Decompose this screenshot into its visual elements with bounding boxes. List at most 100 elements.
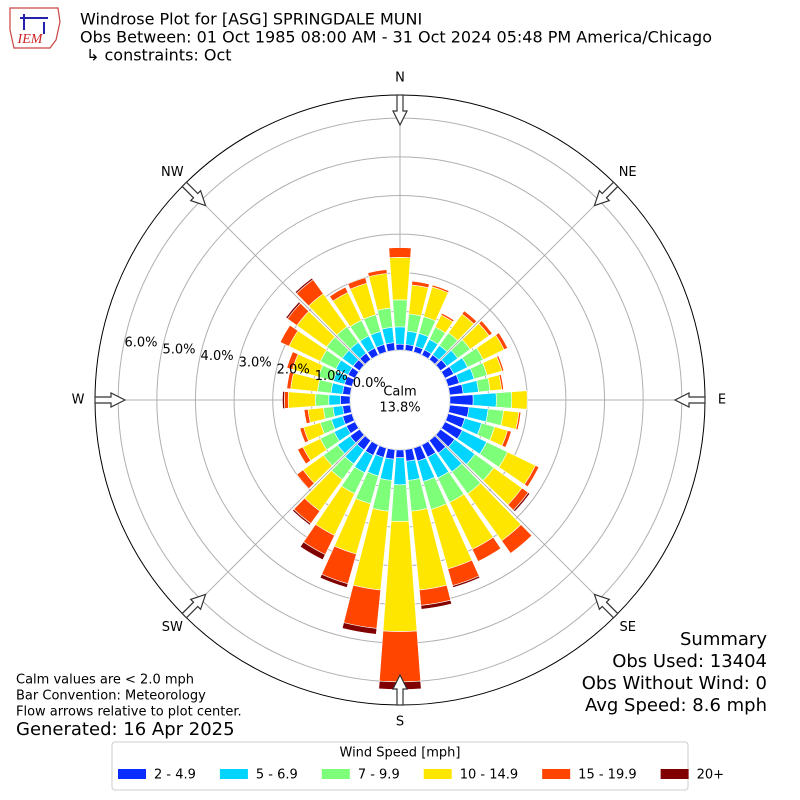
bar-segment — [319, 573, 349, 588]
bar-segment — [286, 351, 299, 370]
bar-segment — [394, 326, 406, 345]
radial-grid-line — [183, 435, 365, 617]
note: Bar Convention: Meteorology — [16, 689, 206, 704]
r-tick-label: 0.0% — [353, 376, 386, 391]
summary-line: Obs Without Wind: 0 — [582, 673, 767, 694]
direction-label: N — [395, 71, 405, 86]
bar-segment — [279, 324, 299, 347]
bar-segment — [395, 449, 405, 459]
bar-segment — [328, 394, 341, 406]
bar-segment — [285, 301, 301, 320]
bar-segment — [449, 394, 474, 406]
legend-label: 10 - 14.9 — [460, 768, 518, 783]
bar-segment — [411, 280, 430, 289]
bar-segment — [284, 391, 289, 409]
bar-segment — [294, 277, 314, 294]
note: Calm values are < 2.0 mph — [16, 673, 194, 688]
bar-segment — [282, 391, 285, 409]
flow-arrow — [392, 94, 408, 127]
logo: IEM — [9, 7, 61, 49]
bar-segment — [347, 277, 368, 290]
r-tick-label: 4.0% — [201, 349, 234, 364]
legend-label: 2 - 4.9 — [154, 768, 196, 783]
legend-swatch — [660, 769, 689, 779]
note: Flow arrows relative to plot center. — [16, 705, 242, 720]
legend-swatch — [219, 769, 248, 779]
summary-line: Obs Used: 13404 — [612, 651, 767, 672]
bar-segment — [392, 299, 408, 328]
legend-label: 15 - 19.9 — [578, 768, 636, 783]
bar-segment — [500, 410, 520, 430]
flow-arrow — [392, 673, 408, 706]
bar-segment — [452, 575, 481, 588]
bar-segment — [472, 392, 497, 408]
r-tick-label: 6.0% — [124, 336, 157, 351]
calm-value: 13.8% — [379, 401, 420, 416]
summary-line: Avg Speed: 8.6 mph — [585, 695, 767, 716]
bar-segment — [511, 390, 528, 410]
direction-label: S — [396, 715, 404, 730]
bar-segment — [329, 286, 349, 302]
bar-segment — [287, 391, 316, 409]
r-tick-label: 3.0% — [239, 356, 272, 371]
legend-swatch — [321, 769, 350, 779]
bar-segment — [296, 469, 315, 490]
bar-segment — [501, 430, 512, 448]
bar-segment — [367, 269, 388, 277]
bar-segment — [341, 622, 378, 635]
bar-segment — [461, 310, 478, 325]
logo-glyph — [20, 14, 48, 34]
radial-grid-line — [435, 435, 617, 617]
generated: Generated: 16 Apr 2025 — [16, 719, 235, 740]
bar-segment — [314, 393, 330, 407]
bar-segment — [303, 409, 311, 425]
bar-segment — [501, 524, 533, 554]
direction-label: SE — [619, 620, 635, 635]
bar-segment — [431, 284, 450, 294]
bar-segment — [291, 508, 312, 526]
bar-segment — [390, 484, 410, 522]
bar-segment — [340, 395, 351, 405]
legend-swatch — [423, 769, 452, 779]
bar-segment — [299, 541, 326, 561]
bar-segment — [512, 492, 531, 513]
direction-label: SW — [162, 620, 183, 635]
legend-label: 7 - 9.9 — [358, 768, 400, 783]
legend-swatch — [118, 769, 146, 779]
logo-text: IEM — [17, 32, 44, 47]
legend-swatch — [542, 769, 571, 779]
bar-segment — [420, 599, 452, 610]
radial-grid-line — [183, 183, 365, 365]
bar-segment — [388, 247, 412, 258]
flow-arrow — [673, 392, 706, 408]
bar-segment — [495, 332, 509, 351]
direction-label: NW — [161, 165, 184, 180]
bar-segment — [440, 312, 455, 323]
bar-segment — [515, 411, 522, 431]
flow-arrow — [181, 593, 207, 619]
legend-label: 20+ — [697, 768, 724, 783]
radial-grid-line — [435, 183, 617, 365]
r-tick-label: 1.0% — [315, 369, 348, 384]
direction-label: W — [72, 393, 85, 408]
bar-segment — [395, 343, 405, 351]
plot-area: 0.0% 1.0% 2.0% 3.0% 4.0% 5.0% 6.0% N NE E SE S SW W NW — [72, 71, 727, 730]
summary-line: Summary — [680, 629, 767, 650]
bar-segment — [299, 426, 309, 444]
direction-label: NE — [619, 165, 637, 180]
flow-arrow — [181, 181, 207, 207]
chart-subtitle: Obs Between: 01 Oct 1985 08:00 AM - 31 O… — [80, 28, 712, 47]
flow-arrow — [94, 392, 127, 408]
bar-segment — [389, 256, 411, 301]
bar-segment — [297, 446, 312, 465]
flow-arrow — [593, 593, 619, 619]
bar-segment — [498, 374, 504, 391]
chart-title: Windrose Plot for [ASG] SPRINGDALE MUNI — [80, 10, 422, 29]
legend-label: 5 - 6.9 — [256, 768, 298, 783]
calm-label: Calm — [383, 385, 416, 400]
flow-arrow — [593, 181, 619, 207]
bar-segment — [471, 536, 502, 562]
bar-segment — [286, 371, 294, 390]
bar-segment — [495, 391, 513, 409]
